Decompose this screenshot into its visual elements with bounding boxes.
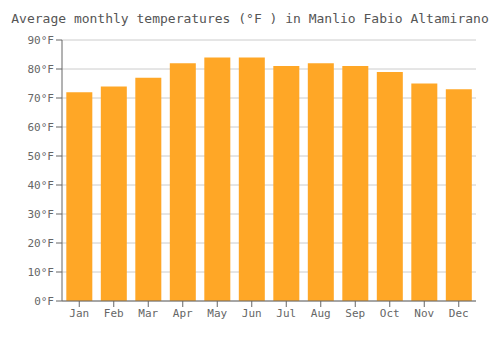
svg-text:90°F: 90°F (28, 34, 55, 47)
svg-text:Feb: Feb (104, 307, 124, 320)
svg-text:50°F: 50°F (28, 150, 55, 163)
svg-text:10°F: 10°F (28, 266, 55, 279)
svg-text:30°F: 30°F (28, 208, 55, 221)
svg-text:May: May (207, 307, 227, 320)
svg-text:Oct: Oct (380, 307, 400, 320)
svg-text:Jul: Jul (276, 307, 296, 320)
svg-text:0°F: 0°F (34, 295, 54, 308)
svg-text:70°F: 70°F (28, 92, 55, 105)
svg-text:Aug: Aug (311, 307, 331, 320)
svg-text:Mar: Mar (138, 307, 158, 320)
svg-text:60°F: 60°F (28, 121, 55, 134)
svg-text:Jun: Jun (242, 307, 262, 320)
svg-text:20°F: 20°F (28, 237, 55, 250)
svg-text:Dec: Dec (449, 307, 469, 320)
svg-text:80°F: 80°F (28, 63, 55, 76)
svg-text:Apr: Apr (173, 307, 193, 320)
svg-text:40°F: 40°F (28, 179, 55, 192)
svg-text:Nov: Nov (414, 307, 434, 320)
svg-text:Jan: Jan (69, 307, 89, 320)
html-text:Average monthly temperatures (: Average monthly temperatures (°F ) in Ma… (11, 11, 489, 26)
svg-text:Sep: Sep (345, 307, 365, 320)
